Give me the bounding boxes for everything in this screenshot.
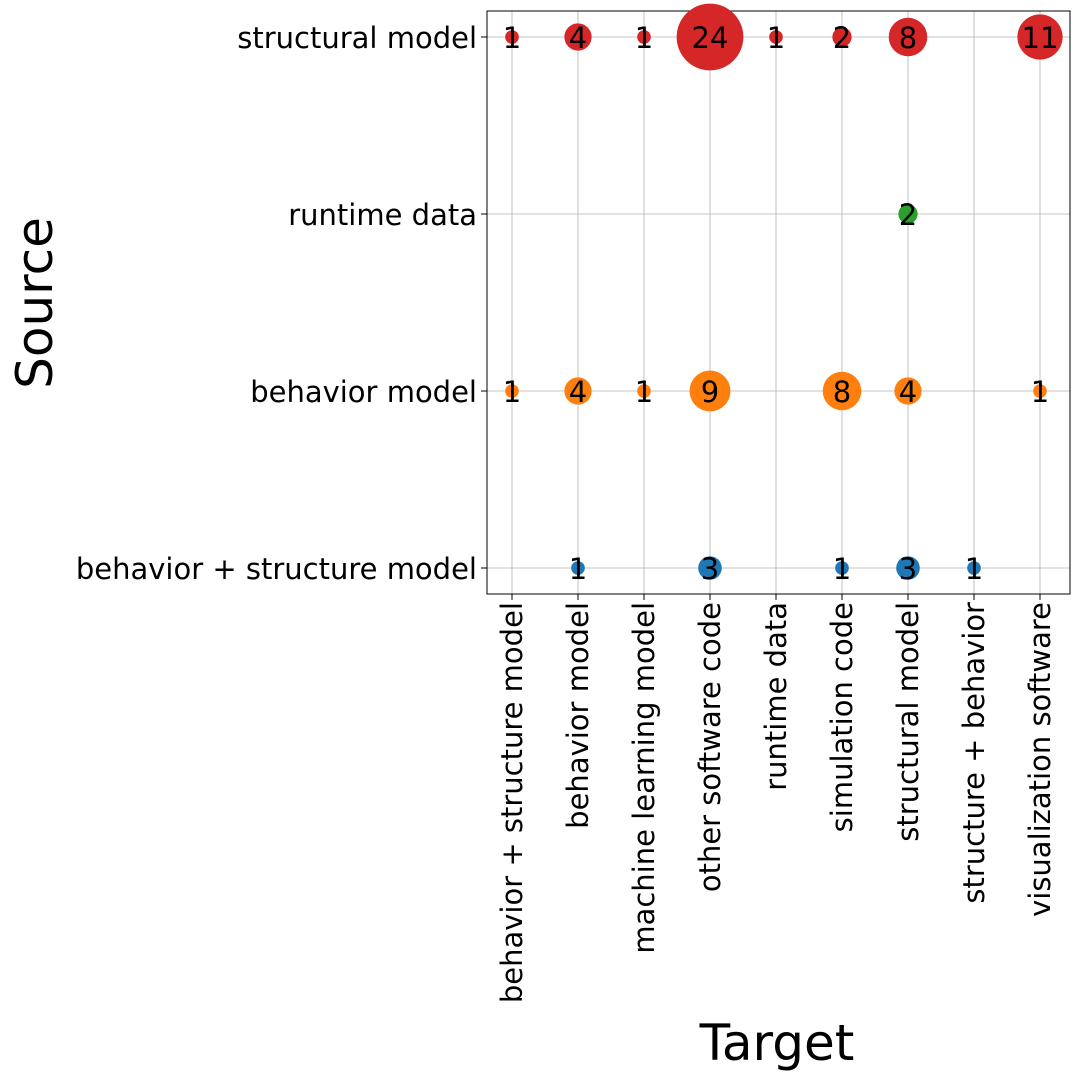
bubble-structural-model-to-other-software-code [676,3,744,71]
x-tick-label-behavior-model: behavior model [561,602,595,829]
bubble-behavior-model-to-simulation-code [822,371,862,411]
bubble-behavior-structure-model-to-behavior-model [571,561,585,575]
y-tick-label-behavior-structure-model: behavior + structure model [76,552,477,586]
x-tick-labels: behavior + structure model behavior model… [495,602,1057,1003]
bubble-structural-model-to-visualization-software [1017,14,1063,60]
bubble-label-behavior-model-to-simulation-code: 8 [833,375,851,409]
plot-area-frame [486,10,1071,595]
bubble-label-behavior-model-to-other-software-code: 9 [701,375,719,409]
bubble-behavior-structure-model-to-structure-behavior [967,561,981,575]
bubble-label-behavior-model-to-behavior-model: 4 [569,375,587,409]
bubble-label-behavior-model-to-machine-learning-model: 1 [635,375,653,409]
x-tick-label-simulation-code: simulation code [825,602,859,832]
axis-ticks [481,36,1041,600]
bubble-label-structural-model-to-behavior-structure-model: 1 [503,21,521,55]
x-axis-title: Target [699,1014,855,1072]
bubble-behavior-model-to-behavior-model [564,377,592,405]
x-tick-label-visualization-software: visualization software [1023,602,1057,917]
y-tick-labels: behavior + structure model behavior model… [76,21,477,586]
bubble-label-structural-model-to-behavior-model: 4 [569,21,587,55]
x-tick-label-other-software-code: other software code [693,602,727,892]
bubble-behavior-structure-model-to-other-software-code [698,556,722,580]
bubble-structural-model-to-behavior-model [564,23,592,51]
bubble-runtime-data-to-structural-model [898,204,918,224]
bubble-label-structural-model-to-visualization-software: 11 [1022,21,1059,55]
bubble-structural-model-to-runtime-data [769,30,783,44]
bubble-label-behavior-model-to-behavior-structure-model: 1 [503,375,521,409]
bubble-behavior-structure-model-to-simulation-code [835,561,849,575]
bubble-label-structural-model-to-machine-learning-model: 1 [635,21,653,55]
bubble-label-structural-model-to-structural-model: 8 [899,21,917,55]
bubble-behavior-model-to-structural-model [894,377,922,405]
bubble-structural-model-to-behavior-structure-model [505,30,519,44]
bubble-label-behavior-model-to-structural-model: 4 [899,375,917,409]
bubble-label-structural-model-to-other-software-code: 24 [692,21,729,55]
bubble-label-behavior-structure-model-to-structure-behavior: 1 [965,552,983,586]
bubble-structural-model-to-simulation-code [832,27,852,47]
bubble-label-behavior-structure-model-to-structural-model: 3 [899,552,917,586]
x-tick-label-machine-learning-model: machine learning model [627,602,661,954]
bubble-behavior-model-to-machine-learning-model [637,384,651,398]
bubble-label-structural-model-to-simulation-code: 2 [833,21,851,55]
bubble-behavior-model-to-other-software-code [689,370,731,412]
bubble-behavior-model-to-behavior-structure-model [505,384,519,398]
y-tick-label-behavior-model: behavior model [250,375,477,409]
bubble-label-structural-model-to-runtime-data: 1 [767,21,785,55]
y-tick-label-runtime-data: runtime data [288,198,477,232]
x-tick-label-structure-behavior: structure + behavior [957,602,991,904]
grid-lines [487,11,1070,594]
x-tick-label-runtime-data: runtime data [759,602,793,791]
bubble-label-behavior-model-to-visualization-software: 1 [1031,375,1049,409]
y-axis-title: Source [6,217,64,389]
bubble-behavior-structure-model-to-structural-model [896,556,920,580]
x-tick-label-behavior-structure-model: behavior + structure model [495,602,529,1003]
bubble-behavior-model-to-visualization-software [1033,384,1047,398]
bubble-label-behavior-structure-model-to-behavior-model: 1 [569,552,587,586]
bubble-structural-model-to-structural-model [888,17,928,57]
bubble-label-behavior-structure-model-to-other-software-code: 3 [701,552,719,586]
bubble-label-runtime-data-to-structural-model: 2 [899,198,917,232]
x-tick-label-structural-model: structural model [891,602,925,842]
y-tick-label-structural-model: structural model [237,21,477,55]
bubble-structural-model-to-machine-learning-model [637,30,651,44]
bubble-label-behavior-structure-model-to-simulation-code: 1 [833,552,851,586]
